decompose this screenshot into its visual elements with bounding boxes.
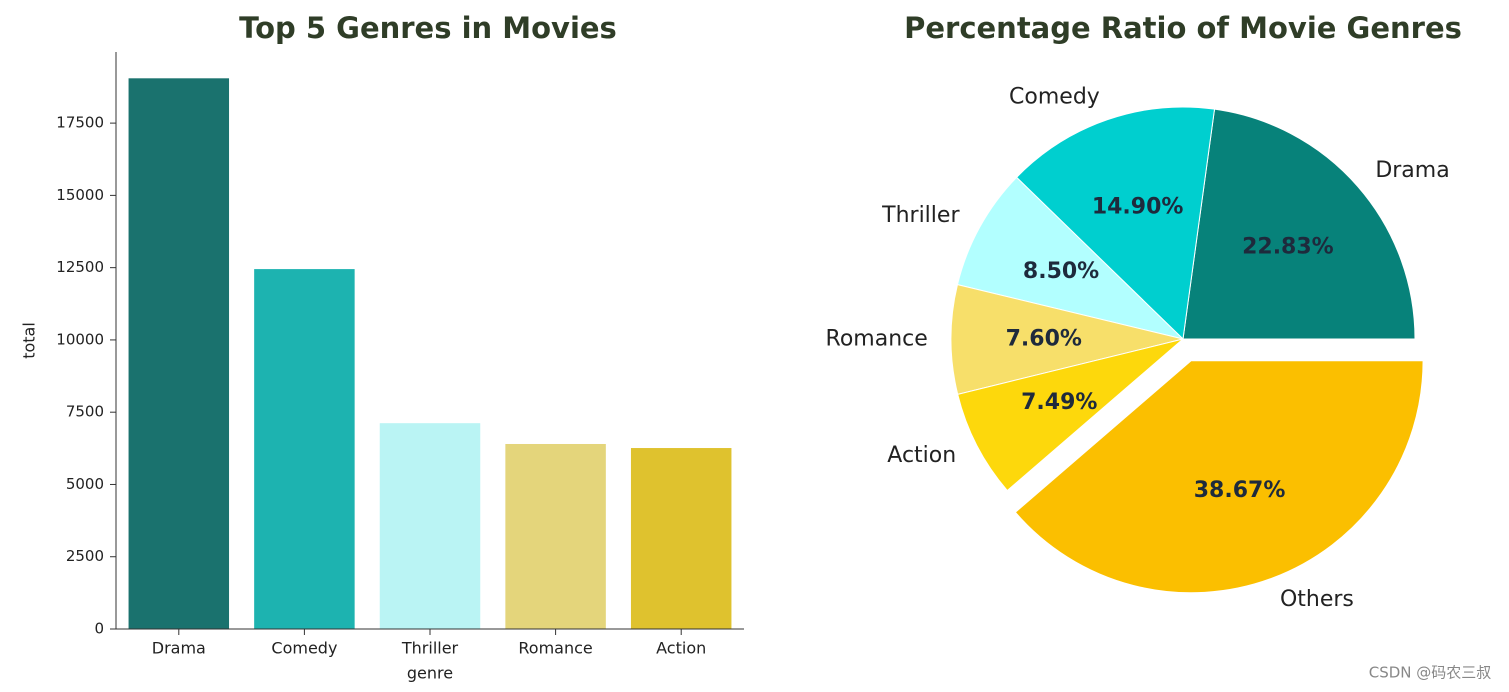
chart-title: Top 5 Genres in Movies <box>239 11 617 45</box>
value-label: 22.83% <box>1242 234 1334 259</box>
slice-label: Thriller <box>881 203 960 228</box>
value-label: 7.60% <box>1006 326 1082 351</box>
value-label: 7.49% <box>1021 390 1097 415</box>
y-tick-label: 12500 <box>56 258 104 276</box>
y-axis-label: total <box>20 322 39 359</box>
bar <box>505 443 606 629</box>
bar <box>379 423 481 629</box>
watermark: CSDN @码农三叔 <box>1369 664 1492 682</box>
value-label: 14.90% <box>1092 194 1184 219</box>
pie-slice <box>1014 360 1424 594</box>
pie-slice <box>1182 108 1416 340</box>
x-tick-label: Thriller <box>401 639 459 658</box>
pie-slice <box>956 176 1185 340</box>
x-tick-label: Comedy <box>271 639 337 658</box>
slice-label: Others <box>1280 587 1354 612</box>
slice-label: Drama <box>1375 158 1449 183</box>
x-tick-label: Drama <box>152 639 206 658</box>
value-label: 38.67% <box>1194 478 1286 503</box>
bar <box>128 78 230 630</box>
value-label: 8.50% <box>1023 259 1099 284</box>
bar <box>254 269 355 629</box>
x-tick-label: Romance <box>518 639 592 658</box>
slice-label: Action <box>887 443 956 468</box>
chart-title: Percentage Ratio of Movie Genres <box>904 11 1462 45</box>
y-tick-label: 2500 <box>66 547 104 565</box>
pie-slice <box>957 338 1184 492</box>
slice-label: Romance <box>826 327 928 352</box>
y-tick-label: 7500 <box>66 403 104 421</box>
slice-label: Comedy <box>1009 85 1100 110</box>
pie-slice <box>950 284 1184 395</box>
bar <box>630 448 732 629</box>
y-tick-label: 5000 <box>66 475 104 493</box>
y-tick-label: 10000 <box>56 330 104 348</box>
y-tick-label: 15000 <box>56 186 104 204</box>
pie-slice <box>1015 106 1216 341</box>
y-tick-label: 17500 <box>56 114 104 132</box>
x-tick-label: Action <box>656 639 706 658</box>
x-axis-label: genre <box>407 664 453 683</box>
y-tick-label: 0 <box>94 620 104 638</box>
